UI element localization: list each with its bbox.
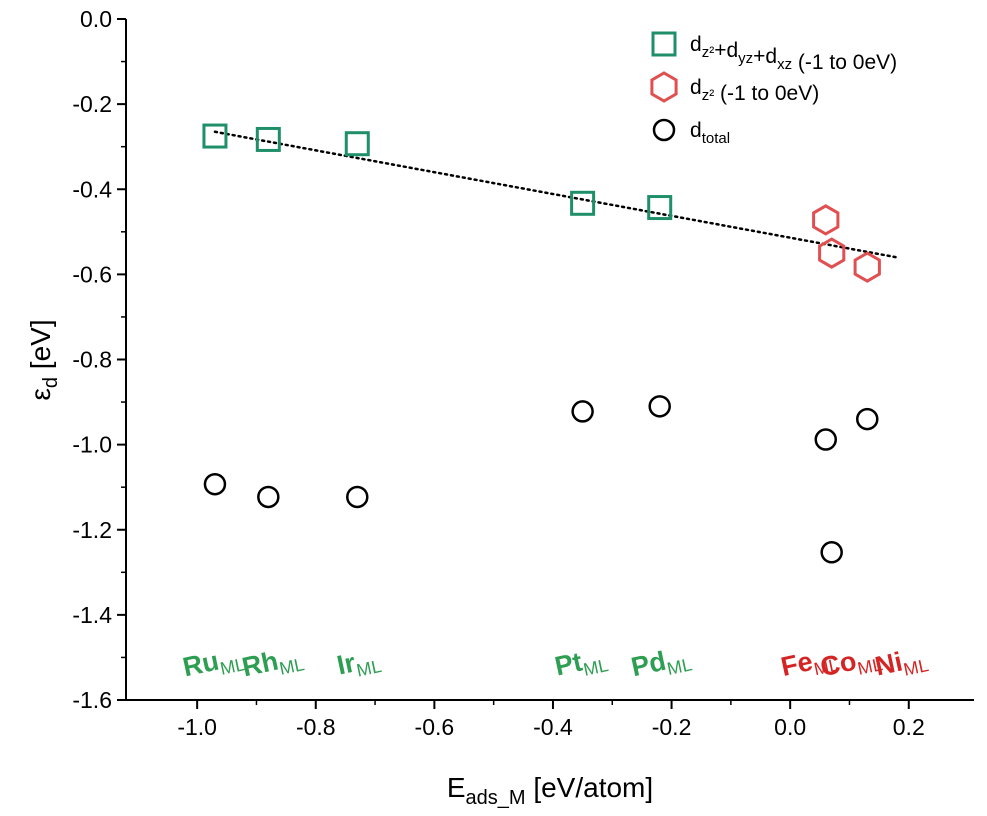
x-tick-label: -0.8 <box>296 714 336 740</box>
legend-circle-marker <box>652 118 676 142</box>
legend-entry: dz²+dyz+dxz (-1 to 0eV) <box>690 33 897 74</box>
linear-fit-line <box>213 130 899 259</box>
metal-subscript: ML <box>355 656 384 681</box>
metal-label: RuML <box>180 640 247 686</box>
y-tick-label: -0.6 <box>72 261 112 287</box>
hexagon-point <box>812 204 840 236</box>
y-tick-label: -1.6 <box>72 687 112 713</box>
square-point <box>344 131 370 157</box>
y-tick-label: -1.4 <box>72 602 112 628</box>
metal-label: PtML <box>552 641 610 685</box>
legend-entry: dtotal <box>690 119 730 147</box>
hexagon-point <box>853 251 881 283</box>
legend: dz²+dyz+dxz (-1 to 0eV)dz² (-1 to 0eV) dt… <box>650 31 897 147</box>
metal-symbol: Pd <box>629 646 669 683</box>
square-point <box>202 123 228 149</box>
square-point <box>255 126 281 152</box>
x-tick-label: 0.2 <box>893 714 925 740</box>
circle-point <box>814 428 837 451</box>
metal-label: CoML <box>818 640 885 686</box>
metal-subscript: ML <box>278 654 307 679</box>
circle-point <box>856 407 879 431</box>
metal-label: PdML <box>629 641 694 687</box>
circle-point <box>203 472 227 496</box>
circle-point <box>257 485 280 509</box>
x-tick-label: 0.0 <box>774 714 806 740</box>
metal-symbol: Fe <box>778 646 815 682</box>
hexagon-point <box>818 237 846 269</box>
circle-point <box>571 400 594 423</box>
x-tick-label: -0.6 <box>415 714 455 740</box>
x-tick-label: -1.0 <box>177 714 217 740</box>
data-points <box>202 123 881 564</box>
y-tick-label: -0.2 <box>72 91 112 117</box>
metal-label: NiML <box>872 641 930 685</box>
y-tick-label: -1.0 <box>72 432 112 458</box>
metal-label: FeML <box>778 641 840 686</box>
y-tick-label: 0.0 <box>80 6 112 32</box>
y-axis-title: εd [eV] <box>25 319 62 400</box>
metal-symbol: Rh <box>239 646 280 683</box>
metal-subscript: ML <box>902 655 931 680</box>
x-tick-label: -0.4 <box>533 714 573 740</box>
x-tick-label: -0.2 <box>652 714 692 740</box>
circle-point <box>346 485 369 509</box>
y-tick-label: -0.4 <box>72 176 112 202</box>
circle-point <box>820 541 843 564</box>
legend-square-marker <box>651 31 677 57</box>
metal-symbol: Ni <box>872 647 905 682</box>
legend-entry: dz² (-1 to 0eV) <box>690 76 819 105</box>
legend-hexagon-marker <box>650 71 678 103</box>
y-axis: 0.0 -0.2 -0.4 -0.6 -0.8 -1.0 -1.2 -1.4 -1.6 <box>72 6 126 713</box>
plot-frame <box>125 19 974 701</box>
trendline <box>213 130 899 259</box>
x-axis: -1.0 -0.8 -0.6 -0.4 -0.2 0.0 0.2 <box>177 700 925 740</box>
metal-symbol: Co <box>818 646 859 683</box>
metal-symbol: Ru <box>180 646 221 683</box>
metal-label: IrML <box>334 642 383 684</box>
square-point <box>647 195 673 221</box>
circle-point <box>648 395 671 418</box>
metal-subscript: ML <box>582 655 611 680</box>
metal-symbol: Pt <box>552 647 585 682</box>
y-tick-label: -0.8 <box>72 347 112 373</box>
x-axis-title: Eads_M [eV/atom] <box>447 772 653 809</box>
square-point <box>570 190 596 216</box>
metal-label: RhML <box>239 640 306 686</box>
metal-subscript: ML <box>665 654 694 679</box>
y-tick-label: -1.2 <box>72 517 112 543</box>
